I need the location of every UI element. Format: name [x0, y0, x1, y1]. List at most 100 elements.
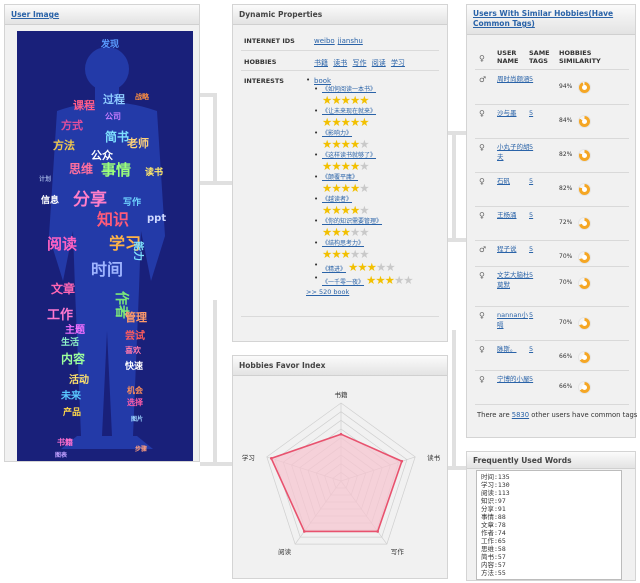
- gender-icon: ♀: [479, 109, 485, 118]
- user-name-link[interactable]: 文艺大脑杜莫默: [497, 271, 530, 289]
- user-name-link[interactable]: 沙与墨: [497, 109, 517, 117]
- hobby-link[interactable]: 学习: [390, 59, 405, 67]
- cloud-word: 课程: [73, 98, 95, 112]
- cloud-word: 过程: [103, 92, 125, 106]
- same-tags-link[interactable]: 5: [529, 143, 534, 151]
- cloud-word: 公众: [91, 148, 114, 162]
- word-frequency-line: 分享:91: [481, 505, 506, 513]
- book-category-link[interactable]: book: [314, 77, 332, 85]
- cloud-word: 时间: [91, 260, 123, 279]
- star-icon: ★: [349, 203, 360, 217]
- star-icon: ★: [322, 181, 332, 195]
- book-item: 《结构思考力》★★★★★: [306, 239, 456, 261]
- book-title-link[interactable]: 《这样读书就够了》: [322, 152, 377, 159]
- same-tags-link[interactable]: 5: [529, 375, 534, 383]
- cloud-word: 读书: [145, 166, 163, 178]
- internet-ids-values: weibo jianshu: [314, 37, 366, 45]
- book-title-link[interactable]: 《结构思考力》: [322, 240, 365, 247]
- cloud-word: 活动: [69, 373, 89, 386]
- book-item: 《精进》★★★★★: [306, 261, 456, 274]
- hobbies-label: HOBBIES: [244, 58, 277, 66]
- book-title-link[interactable]: 《影响力》: [322, 130, 353, 137]
- book-title-link[interactable]: 《如何阅读一本书》: [322, 86, 377, 93]
- word-frequency-line: 时间:135: [481, 473, 510, 481]
- book-title-link[interactable]: 《越读者》: [322, 196, 353, 203]
- user-row: ♀ 脉斯。 5 66%: [475, 341, 629, 371]
- user-row: ♂ 程子说 5 70%: [475, 241, 629, 267]
- similar-users-panel: Users With Similar Hobbies(Have Common T…: [466, 4, 637, 438]
- same-tags-link[interactable]: 5: [529, 345, 534, 353]
- similarity-pie: [578, 277, 591, 290]
- gender-icon: ♀: [479, 375, 485, 384]
- radar-axis-label: 读书: [427, 453, 441, 462]
- similarity-percent: 66%: [559, 383, 573, 390]
- user-name-link[interactable]: 周时尚颇涵: [497, 75, 530, 83]
- user-name-link[interactable]: 程子说: [497, 245, 517, 253]
- cloud-word: 选择: [127, 397, 144, 407]
- same-tags-link[interactable]: 5: [529, 245, 534, 253]
- internet-id-link[interactable]: jianshu: [337, 37, 363, 45]
- panel-header: Dynamic Properties: [233, 5, 447, 25]
- similarity-percent: 94%: [559, 83, 573, 90]
- connector-line: [200, 462, 232, 466]
- book-title-link[interactable]: 《一千零一夜》: [322, 279, 365, 286]
- star-icon: ★: [359, 115, 369, 129]
- cloud-word: 老师: [126, 136, 149, 150]
- col-similarity: HOBBIES SIMILARITY: [559, 49, 601, 65]
- book-title-link[interactable]: 《颠覆平庸》: [322, 174, 359, 181]
- user-name-link[interactable]: 王杨涌: [497, 211, 517, 219]
- word-frequency-line: 文章:78: [481, 521, 506, 529]
- cloud-word: 发现: [100, 38, 119, 50]
- star-icon: ★: [340, 247, 351, 261]
- rating-stars: ★★★★★: [366, 274, 414, 286]
- cloud-word: 阅读: [47, 235, 77, 253]
- hobby-link[interactable]: 书籍: [314, 59, 328, 67]
- user-image-title[interactable]: User Image: [11, 10, 60, 19]
- same-tags-link[interactable]: 5: [529, 75, 534, 83]
- user-name-link[interactable]: 宁博的小屋: [497, 375, 530, 383]
- cloud-word: 写作: [123, 196, 141, 208]
- frequent-words-textarea[interactable]: 时间:135 学习:130 阅读:113 知识:97 分享:91 事情:88 文章:78 作者…: [476, 470, 622, 580]
- user-name-link[interactable]: nannan小嗝: [497, 311, 528, 329]
- user-name-link[interactable]: 脉斯。: [497, 345, 517, 353]
- book-item: 《让未来现在就来》★★★★★: [306, 107, 456, 129]
- star-icon: ★: [359, 137, 369, 151]
- cloud-word: 作者: [113, 291, 130, 319]
- cloud-word: 图表: [55, 451, 68, 459]
- cloud-word: 信息: [41, 194, 59, 206]
- hobby-link[interactable]: 阅读: [371, 59, 386, 67]
- book-title-link[interactable]: 《精进》: [322, 266, 347, 273]
- internet-id-link[interactable]: weibo: [314, 37, 335, 45]
- hobbies-row: HOBBIES 书籍 读书 写作 阅读 学习: [241, 51, 439, 71]
- book-item: 《影响力》★★★★★: [306, 129, 456, 151]
- rating-stars: ★★★★★: [322, 94, 456, 106]
- same-tags-link[interactable]: 5: [529, 211, 534, 219]
- more-books-link[interactable]: >> 520 book: [306, 288, 350, 296]
- interests-list: book 《如何阅读一本书》★★★★★《让未来现在就来》★★★★★《影响力》★★…: [306, 76, 456, 296]
- same-tags-link[interactable]: 5: [529, 311, 534, 319]
- radar-point: [269, 457, 273, 460]
- hobby-link[interactable]: 读书: [333, 59, 348, 67]
- col-user-name: USER NAME: [497, 49, 519, 65]
- similar-users-title[interactable]: Users With Similar Hobbies(Have Common T…: [473, 9, 614, 28]
- same-tags-link[interactable]: 5: [529, 109, 534, 117]
- same-tags-link[interactable]: 5: [529, 177, 534, 185]
- hobby-link[interactable]: 写作: [352, 59, 367, 67]
- cloud-word: 分享: [73, 189, 107, 210]
- panel-header: Frequently Used Words: [467, 452, 635, 469]
- user-name-link[interactable]: 石矾: [497, 177, 510, 185]
- footer-text: other users have common tags: [529, 411, 638, 419]
- user-name-link[interactable]: 小丸子的胡夫: [497, 143, 530, 161]
- similar-users-footer: There are 5830 other users have common t…: [477, 411, 637, 419]
- book-title-link[interactable]: 《你的知识需要管理》: [322, 218, 383, 225]
- book-item: 《你的知识需要管理》★★★★★: [306, 217, 456, 239]
- word-cloud: 发现 课程 过程 战略 公司 方式 简书 方法 公众 老师 思维 事情 读书 计划 分享 写作 信息 知识 ppt 阅…: [17, 31, 193, 461]
- star-icon: ★: [331, 247, 341, 261]
- same-tags-link[interactable]: 5: [529, 271, 534, 279]
- similarity-pie: [578, 81, 591, 94]
- book-title-link[interactable]: 《让未来现在就来》: [322, 108, 377, 115]
- other-users-count-link[interactable]: 5830: [511, 411, 530, 419]
- book-category: book: [306, 76, 456, 85]
- cloud-word: 计划: [39, 175, 51, 183]
- internet-ids-label: INTERNET IDS: [244, 37, 295, 45]
